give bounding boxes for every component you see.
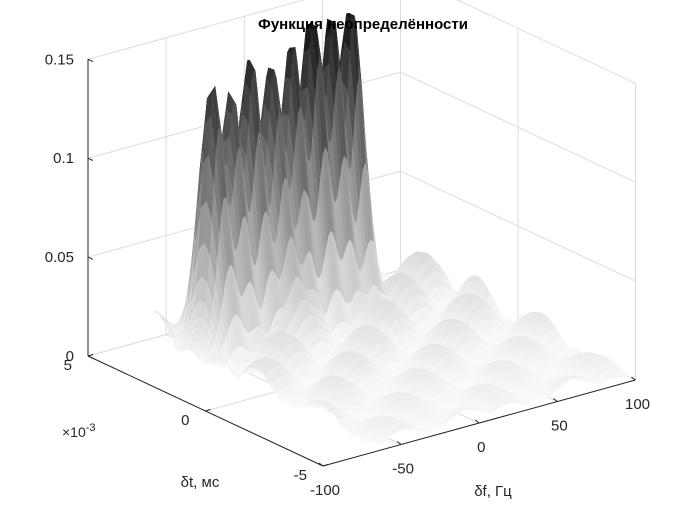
y-tick-label: 0	[181, 412, 189, 429]
surface	[154, 12, 630, 445]
z-tick	[87, 256, 94, 260]
y-axis-exponent: ×10-3	[62, 422, 96, 440]
back-wall-grid-line	[87, 0, 306, 60]
y-tick-label: -5	[294, 467, 307, 484]
chart-title: Функция неопределённости	[258, 16, 468, 33]
z-tick-label: 0.15	[45, 51, 74, 68]
side-wall-grid-line	[456, 0, 636, 84]
x-tick-label: -100	[310, 482, 340, 499]
z-tick	[87, 58, 94, 63]
z-tick-label: 0.1	[53, 150, 74, 167]
x-tick-label: 0	[477, 439, 485, 456]
x-tick-label: -50	[392, 461, 414, 478]
x-tick-label: 50	[551, 418, 568, 435]
y-axis-label: δt, мс	[181, 474, 220, 491]
side-wall-grid-line	[400, 71, 636, 183]
z-tick-label: 0.05	[45, 249, 74, 266]
side-wall-grid-line	[400, 170, 636, 282]
y-tick-label: 5	[64, 357, 72, 374]
z-tick	[87, 355, 94, 359]
z-tick	[87, 157, 94, 161]
x-tick-label: 100	[625, 396, 650, 413]
x-axis-label: δf, Гц	[474, 483, 512, 500]
